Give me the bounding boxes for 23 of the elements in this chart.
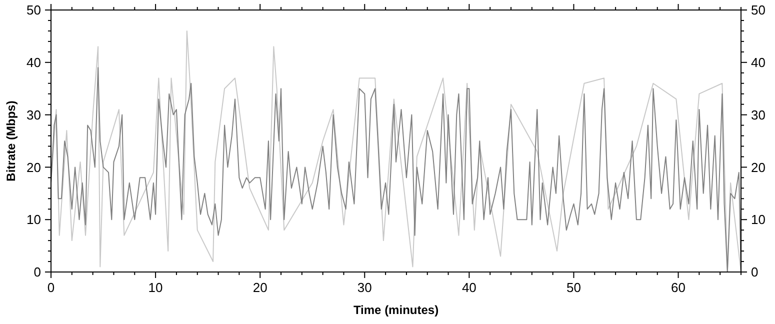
- x-tick-label: 60: [671, 280, 686, 295]
- x-tick-label: 20: [252, 280, 268, 295]
- y2-tick-label: 40: [751, 54, 766, 70]
- y-tick-label: 30: [26, 107, 41, 122]
- y-tick-label: 40: [26, 54, 41, 70]
- x-tick-label: 10: [148, 280, 163, 295]
- y-tick-label: 10: [26, 212, 41, 228]
- x-tick-label: 0: [47, 280, 55, 295]
- y2-tick-label: 10: [751, 212, 766, 228]
- x-tick-label: 50: [566, 280, 581, 295]
- line-series: [50, 67, 742, 272]
- y2-tick-label: 0: [751, 264, 758, 280]
- y2-tick-label: 20: [751, 160, 766, 175]
- y-tick-label: 50: [26, 2, 41, 18]
- x-tick-label: 40: [462, 280, 476, 295]
- y-tick-label: 0: [34, 264, 41, 280]
- x-tick-label: 30: [357, 280, 372, 295]
- y2-tick-label: 50: [751, 2, 766, 18]
- y-axis-title: Bitrate (Mbps): [4, 100, 18, 182]
- y2-tick-label: 30: [751, 107, 766, 122]
- x-axis-title: Time (minutes): [353, 303, 439, 317]
- line-series: [50, 30, 742, 272]
- y-tick-label: 20: [26, 160, 41, 175]
